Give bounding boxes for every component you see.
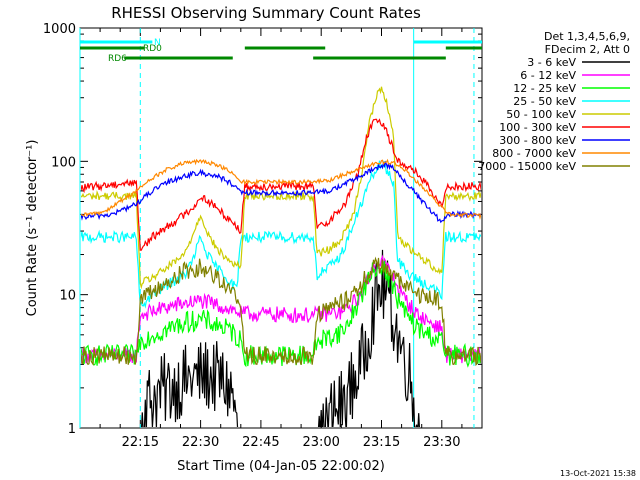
series-line-8 — [81, 158, 481, 220]
legend: Det 1,3,4,5,6,9,FDecim 2, Att 03 - 6 keV… — [478, 30, 630, 173]
x-axis-label: Start Time (04-Jan-05 22:00:02) — [177, 459, 385, 474]
state-label-n: N — [154, 38, 161, 48]
series-line-7 — [81, 160, 481, 224]
y-tick-label: 1 — [68, 422, 76, 437]
series-line-9 — [81, 256, 481, 367]
footer-timestamp: 13-Oct-2021 15:38 — [560, 469, 636, 478]
legend-entry-label: 12 - 25 keV — [513, 82, 576, 95]
legend-entry-label: 300 - 800 keV — [499, 134, 576, 147]
legend-entry-label: 100 - 300 keV — [499, 121, 576, 134]
y-tick-label: 1000 — [43, 22, 76, 37]
x-tick-label: 23:15 — [363, 435, 400, 450]
x-tick-label: 23:00 — [302, 435, 339, 450]
state-label-rd0: RD0 — [143, 44, 162, 54]
legend-entry-label: 25 - 50 keV — [513, 95, 576, 108]
legend-entry-label: 3 - 6 keV — [527, 56, 576, 69]
series-line-1 — [140, 249, 420, 427]
series-line-2 — [81, 254, 481, 364]
legend-entry-label: 800 - 7000 keV — [492, 147, 576, 160]
y-tick-label: 100 — [51, 155, 76, 170]
legend-header-line: FDecim 2, Att 0 — [545, 43, 630, 56]
x-tick-label: 22:15 — [122, 435, 159, 450]
chart-title: RHESSI Observing Summary Count Rates — [111, 4, 421, 22]
plot-area: 1 10 100 1000 22:15 22:30 22:45 23:00 23:15 23:30… — [43, 22, 483, 450]
y-axis-label: Count Rate (s⁻¹ detector⁻¹) — [25, 140, 40, 317]
series-line-4 — [81, 160, 481, 309]
legend-entry-label: 50 - 100 keV — [506, 108, 576, 121]
legend-header-line: Det 1,3,4,5,6,9, — [544, 30, 630, 43]
x-tick-label: 22:30 — [182, 435, 219, 450]
legend-entry-label: 7000 - 15000 keV — [478, 160, 576, 173]
y-tick-label: 10 — [59, 289, 76, 304]
legend-entry-label: 6 - 12 keV — [520, 69, 576, 82]
state-label-rd6: RD6 — [108, 54, 127, 64]
series-line-6 — [81, 118, 481, 251]
x-tick-label: 23:30 — [423, 435, 460, 450]
x-tick-label: 22:45 — [242, 435, 279, 450]
